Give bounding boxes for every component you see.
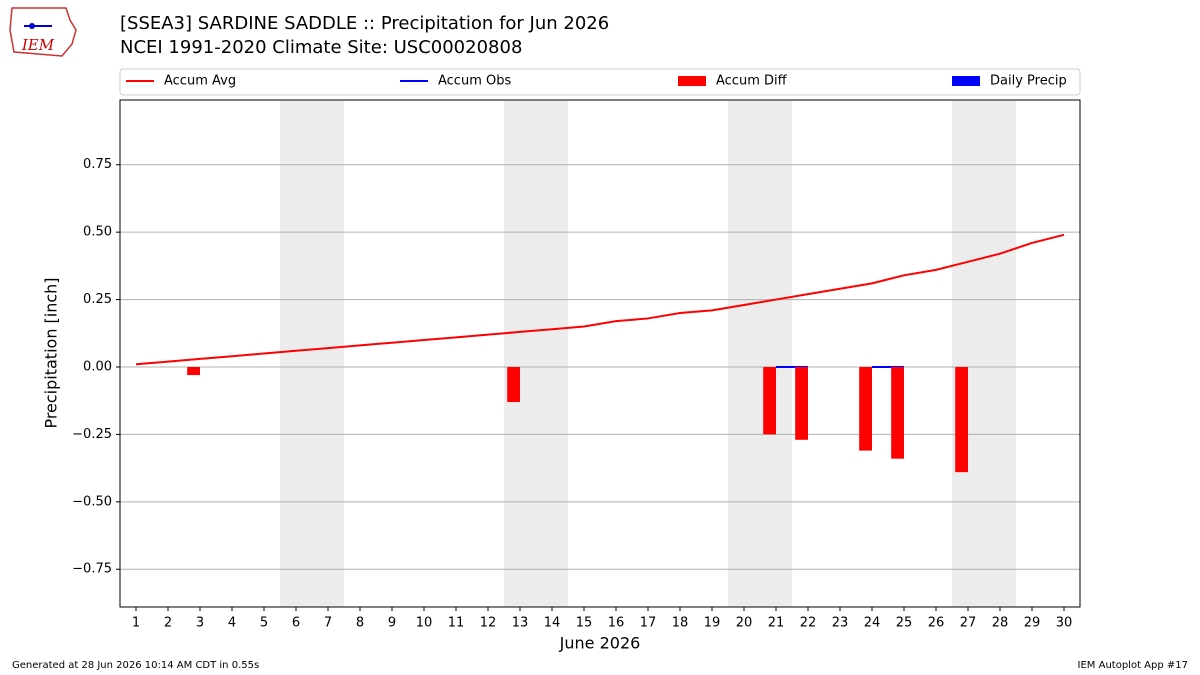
x-tick-label: 27 bbox=[960, 616, 977, 631]
weekend-band bbox=[504, 100, 568, 607]
y-tick-label: 0.00 bbox=[83, 359, 112, 374]
legend bbox=[119, 68, 1081, 96]
x-tick-label: 2 bbox=[164, 616, 172, 631]
weekend-band bbox=[280, 100, 344, 607]
bar bbox=[507, 366, 520, 403]
y-axis-label: Precipitation [inch] bbox=[42, 277, 61, 428]
x-tick-label: 3 bbox=[196, 616, 204, 631]
legend-label: Accum Diff bbox=[716, 74, 788, 89]
y-tick-label: 0.75 bbox=[83, 157, 112, 172]
line bbox=[135, 233, 1065, 366]
bar bbox=[763, 366, 776, 435]
x-tick-label: 15 bbox=[576, 616, 593, 631]
chart-title: [SSEA3] SARDINE SADDLE :: Precipitation … bbox=[120, 13, 609, 34]
x-tick-label: 19 bbox=[704, 616, 721, 631]
x-tick-label: 16 bbox=[608, 616, 625, 631]
x-tick-label: 5 bbox=[260, 616, 268, 631]
x-tick-label: 1 bbox=[132, 616, 140, 631]
x-tick-label: 7 bbox=[324, 616, 332, 631]
x-tick-label: 8 bbox=[356, 616, 364, 631]
logo-text: IEM bbox=[21, 36, 55, 54]
x-tick-label: 11 bbox=[448, 616, 465, 631]
x-axis-label: June 2026 bbox=[559, 634, 641, 653]
weekend-band bbox=[952, 100, 1016, 607]
y-tick-label: 0.25 bbox=[83, 292, 112, 307]
footer-left: Generated at 28 Jun 2026 10:14 AM CDT in… bbox=[12, 660, 259, 671]
x-tick-label: 12 bbox=[480, 616, 497, 631]
x-tick-label: 10 bbox=[416, 616, 433, 631]
x-tick-label: 18 bbox=[672, 616, 689, 631]
weekend-band bbox=[728, 100, 792, 607]
x-tick-label: 26 bbox=[928, 616, 945, 631]
x-tick-label: 23 bbox=[832, 616, 849, 631]
x-tick-label: 25 bbox=[896, 616, 913, 631]
chart-subtitle: NCEI 1991-2020 Climate Site: USC00020808 bbox=[120, 37, 522, 58]
y-tick-label: −0.50 bbox=[72, 494, 112, 509]
logo: IEM bbox=[9, 7, 77, 57]
y-tick-label: −0.25 bbox=[72, 427, 112, 442]
x-tick-label: 28 bbox=[992, 616, 1009, 631]
x-tick-label: 14 bbox=[544, 616, 561, 631]
legend-label: Accum Avg bbox=[164, 74, 236, 89]
x-tick-label: 29 bbox=[1024, 616, 1041, 631]
x-tick-label: 30 bbox=[1056, 616, 1073, 631]
footer-right: IEM Autoplot App #17 bbox=[1078, 660, 1188, 671]
bar bbox=[859, 366, 872, 451]
x-tick-label: 6 bbox=[292, 616, 300, 631]
x-tick-label: 24 bbox=[864, 616, 881, 631]
x-tick-label: 4 bbox=[228, 616, 236, 631]
x-tick-label: 20 bbox=[736, 616, 753, 631]
x-tick-label: 17 bbox=[640, 616, 657, 631]
legend-swatch bbox=[678, 76, 706, 86]
bar bbox=[891, 366, 904, 459]
y-tick-label: −0.75 bbox=[72, 562, 112, 577]
bar bbox=[955, 366, 968, 473]
bar bbox=[795, 366, 808, 440]
x-tick-label: 22 bbox=[800, 616, 817, 631]
legend-label: Daily Precip bbox=[990, 74, 1067, 89]
plot-frame bbox=[119, 99, 1081, 608]
bar bbox=[187, 366, 200, 376]
x-tick-label: 21 bbox=[768, 616, 785, 631]
legend-swatch bbox=[952, 76, 980, 86]
y-tick-label: 0.50 bbox=[83, 225, 112, 240]
legend-label: Accum Obs bbox=[438, 74, 511, 89]
x-tick-label: 13 bbox=[512, 616, 529, 631]
x-tick-label: 9 bbox=[388, 616, 396, 631]
